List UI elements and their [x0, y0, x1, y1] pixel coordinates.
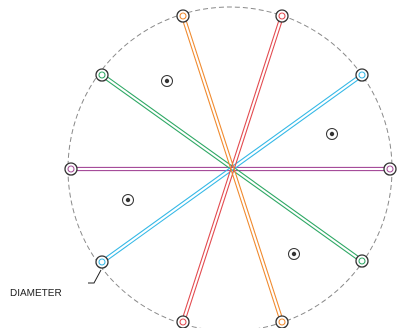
green-diameter-line — [100, 73, 364, 263]
inner-marker-4 — [288, 248, 300, 260]
green-diameter-end-terminal — [355, 254, 369, 268]
orange-diameter-line-stroke — [183, 15, 285, 322]
inner-markers-group — [122, 75, 338, 260]
orange-diameter-start-terminal — [176, 9, 190, 23]
terminals-group — [64, 9, 397, 328]
diameters-group — [71, 15, 390, 323]
purple-diameter-end-terminal — [383, 162, 397, 176]
diameter-leader-line — [88, 269, 102, 284]
red-diameter-start-terminal — [176, 315, 190, 328]
red-diameter-end-terminal — [275, 9, 289, 23]
red-diameter-line — [180, 15, 285, 323]
green-diameter-start-terminal — [95, 68, 109, 82]
diameter-label: DIAMETER — [10, 288, 62, 299]
orange-diameter-line — [180, 15, 285, 323]
inner-marker-1 — [161, 75, 173, 87]
cyan-diameter-line-stroke — [102, 75, 364, 264]
orange-diameter-line-stroke — [180, 16, 282, 323]
cyan-diameter-start-terminal — [95, 255, 109, 269]
cyan-diameter-end-terminal — [355, 68, 369, 82]
orange-diameter-end-terminal — [275, 315, 289, 328]
inner-marker-3 — [122, 194, 134, 206]
purple-diameter-start-terminal — [64, 162, 78, 176]
inner-marker-2 — [326, 128, 338, 140]
